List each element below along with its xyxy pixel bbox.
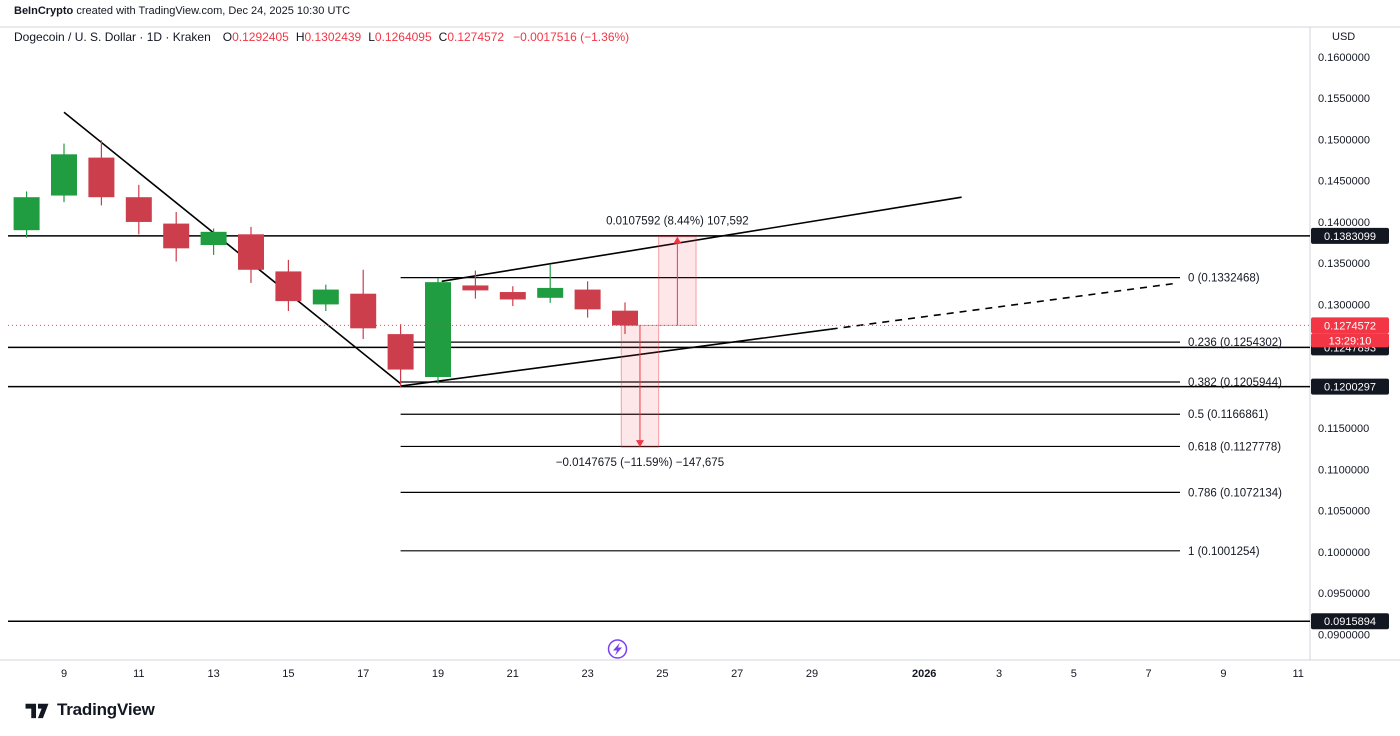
trend-line[interactable] — [441, 196, 962, 283]
symbol-legend[interactable]: Dogecoin / U. S. Dollar · 1D · Kraken O0.… — [14, 30, 629, 44]
time-tick-label: 19 — [432, 668, 444, 680]
price-badge — [1311, 613, 1389, 630]
price-tick-label: 0.1000000 — [1318, 547, 1370, 559]
candle-down[interactable] — [88, 157, 115, 198]
price-tick-label: 0.1450000 — [1318, 176, 1370, 188]
price-badge — [1311, 378, 1389, 395]
candle-up[interactable] — [51, 154, 77, 196]
time-tick-label: 21 — [507, 668, 519, 680]
price-tick-label: 0.1100000 — [1318, 464, 1369, 476]
fib-label: 0 (0.1332468) — [1188, 273, 1260, 285]
projection-arrowhead — [635, 440, 644, 448]
candle-down[interactable] — [350, 293, 377, 329]
price-tick-label: 0.1050000 — [1318, 506, 1370, 518]
time-tick-label: 11 — [133, 668, 144, 680]
price-tick-label: 0.1350000 — [1318, 258, 1370, 270]
time-tick-label: 17 — [357, 668, 369, 680]
price-tick-label: 0.1150000 — [1318, 423, 1369, 435]
time-tick-label: 25 — [656, 668, 668, 680]
price-tick-label: 0.1400000 — [1318, 217, 1370, 229]
attribution-rest: created with TradingView.com, Dec 24, 20… — [73, 5, 351, 17]
candle-up[interactable] — [312, 289, 339, 305]
fib-label: 0.618 (0.1127778) — [1188, 441, 1281, 453]
symbol-title[interactable]: Dogecoin / U. S. Dollar · 1D · Kraken — [14, 30, 211, 44]
trend-line[interactable] — [63, 111, 402, 385]
fib-label: 0.5 (0.1166861) — [1188, 409, 1269, 421]
candle-down[interactable] — [574, 289, 601, 310]
projection-label: −0.0147675 (−11.59%) −147,675 — [556, 457, 724, 469]
price-badge — [1311, 227, 1389, 244]
time-tick-label: 15 — [282, 668, 294, 680]
trend-line-dashed[interactable] — [830, 282, 1179, 330]
attribution: BeInCrypto created with TradingView.com,… — [14, 5, 350, 17]
time-tick-label: 2026 — [912, 668, 936, 680]
time-axis-pane[interactable] — [0, 660, 1400, 700]
price-tick-label: 0.1600000 — [1318, 52, 1370, 64]
price-tick-label: 0.0900000 — [1318, 629, 1370, 641]
tradingview-logo[interactable]: TradingView — [24, 699, 155, 721]
change-value: −0.0017516 (−1.36%) — [513, 30, 630, 44]
current-price-badge — [1311, 317, 1389, 334]
current-price-label: 0.1274572 — [1324, 320, 1376, 332]
candle-down[interactable] — [612, 310, 638, 326]
attribution-brand: BeInCrypto — [14, 5, 74, 17]
ohlc-close: C0.1274572 — [438, 30, 505, 44]
countdown-label: 13:29:10 — [1329, 335, 1372, 347]
tradingview-wordmark: TradingView — [57, 700, 155, 719]
price-tick-label: 0.1550000 — [1318, 93, 1370, 105]
time-tick-label: 9 — [61, 668, 67, 680]
candle-down[interactable] — [238, 234, 264, 270]
candle-down[interactable] — [275, 271, 302, 302]
price-tick-label: 0.0950000 — [1318, 588, 1370, 600]
time-tick-label: 7 — [1146, 668, 1152, 680]
time-tick-label: 9 — [1220, 668, 1226, 680]
fib-label: 1 (0.1001254) — [1188, 546, 1260, 558]
fib-label: 0.786 (0.1072134) — [1188, 487, 1282, 499]
candle-down[interactable] — [462, 285, 489, 291]
candle-down[interactable] — [125, 197, 152, 222]
fib-label: 0.382 (0.1205944) — [1188, 377, 1282, 389]
candle-down[interactable] — [499, 292, 526, 300]
time-tick-label: 27 — [731, 668, 743, 680]
tradingview-logo-icon — [25, 703, 49, 719]
ohlc-open: O0.1292405 — [222, 30, 289, 44]
countdown-badge — [1311, 333, 1389, 348]
price-badge-label: 0.1383099 — [1324, 231, 1376, 243]
projection-label: 0.0107592 (8.44%) 107,592 — [606, 216, 749, 228]
projection-arrowhead — [673, 236, 682, 244]
time-tick-label: 3 — [996, 668, 1002, 680]
candle-up[interactable] — [425, 282, 451, 377]
lightning-bolt — [613, 642, 623, 656]
candle-down[interactable] — [163, 223, 190, 249]
candle-up[interactable] — [537, 287, 564, 298]
currency-label[interactable]: USD — [1332, 31, 1356, 43]
price-tick-label: 0.1500000 — [1318, 134, 1370, 146]
trend-line[interactable] — [400, 328, 831, 387]
fib-label: 0.236 (0.1254302) — [1188, 337, 1282, 349]
time-tick-label: 23 — [581, 668, 593, 680]
candle-down[interactable] — [387, 334, 414, 370]
price-tick-label: 0.1300000 — [1318, 299, 1370, 311]
candle-up[interactable] — [13, 197, 40, 231]
ohlc-low: L0.1264095 — [368, 30, 432, 44]
price-badge-label: 0.1200297 — [1324, 382, 1376, 394]
candle-up[interactable] — [200, 231, 227, 246]
time-tick-label: 5 — [1071, 668, 1077, 680]
price-badge-label: 0.0915894 — [1324, 616, 1376, 628]
ohlc-high: H0.1302439 — [295, 30, 362, 44]
time-tick-label: 11 — [1292, 668, 1303, 680]
time-tick-label: 13 — [207, 668, 219, 680]
time-tick-label: 29 — [806, 668, 818, 680]
